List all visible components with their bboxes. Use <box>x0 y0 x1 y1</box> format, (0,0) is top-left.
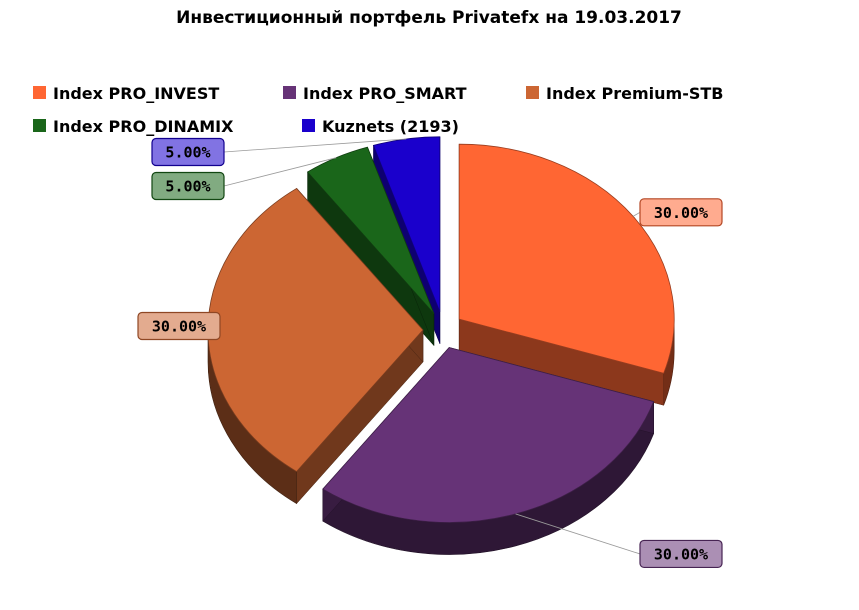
leader-line <box>515 513 641 555</box>
slice-index-premium-stb <box>207 187 424 505</box>
data-label-text: 5.00% <box>165 144 210 162</box>
data-label-index-premium-stb: 30.00% <box>137 311 221 341</box>
data-label-index-pro-invest: 30.00% <box>632 198 723 227</box>
legend-label: Kuznets (2193) <box>322 117 459 136</box>
legend-swatch <box>283 86 296 99</box>
slice-top <box>322 347 655 523</box>
leader-line <box>223 138 407 153</box>
data-label-box <box>137 311 221 341</box>
legend-item-index-pro-smart: Index PRO_SMART <box>283 84 467 103</box>
data-label-box <box>639 198 723 227</box>
legend-swatch <box>302 119 315 132</box>
data-label-box <box>151 171 225 201</box>
legend-label: Index PRO_SMART <box>303 84 467 103</box>
slice-index-pro-invest <box>458 143 675 406</box>
legend-swatch <box>526 86 539 99</box>
data-label-index-pro-smart: 30.00% <box>515 513 723 569</box>
data-label-text: 30.00% <box>654 545 708 563</box>
data-label-kuznets-2193: 5.00% <box>151 137 407 167</box>
legend-label: Index PRO_INVEST <box>53 84 219 103</box>
legend-label: Index PRO_DINAMIX <box>53 117 234 136</box>
data-label-index-pro-dinamix: 5.00% <box>151 157 337 201</box>
legend-item-index-pro-invest: Index PRO_INVEST <box>33 84 219 103</box>
data-label-text: 30.00% <box>654 204 708 222</box>
data-label-text: 30.00% <box>152 318 206 336</box>
legend-label: Index Premium-STB <box>546 84 724 103</box>
data-label-text: 5.00% <box>165 178 210 196</box>
data-labels: 30.00% 30.00% 30.00% 5.00% 5.00% <box>137 137 723 569</box>
legend-item-index-pro-dinamix: Index PRO_DINAMIX <box>33 117 234 136</box>
legend: Index PRO_INVEST Index PRO_SMART Index Pre… <box>33 84 724 136</box>
pie-slices <box>207 136 675 555</box>
leader-line <box>632 211 641 217</box>
data-label-box <box>151 137 225 167</box>
legend-swatch <box>33 119 46 132</box>
legend-item-index-premium-stb: Index Premium-STB <box>526 84 724 103</box>
data-label-box <box>639 539 723 569</box>
leader-line <box>223 157 337 187</box>
slice-index-pro-dinamix <box>306 146 435 347</box>
legend-item-kuznets-2193: Kuznets (2193) <box>302 117 459 136</box>
slice-top <box>458 143 675 374</box>
chart-title: Инвестиционный портфель Privatefx на 19.… <box>176 8 682 28</box>
legend-swatch <box>33 86 46 99</box>
slice-index-pro-smart <box>322 346 655 555</box>
